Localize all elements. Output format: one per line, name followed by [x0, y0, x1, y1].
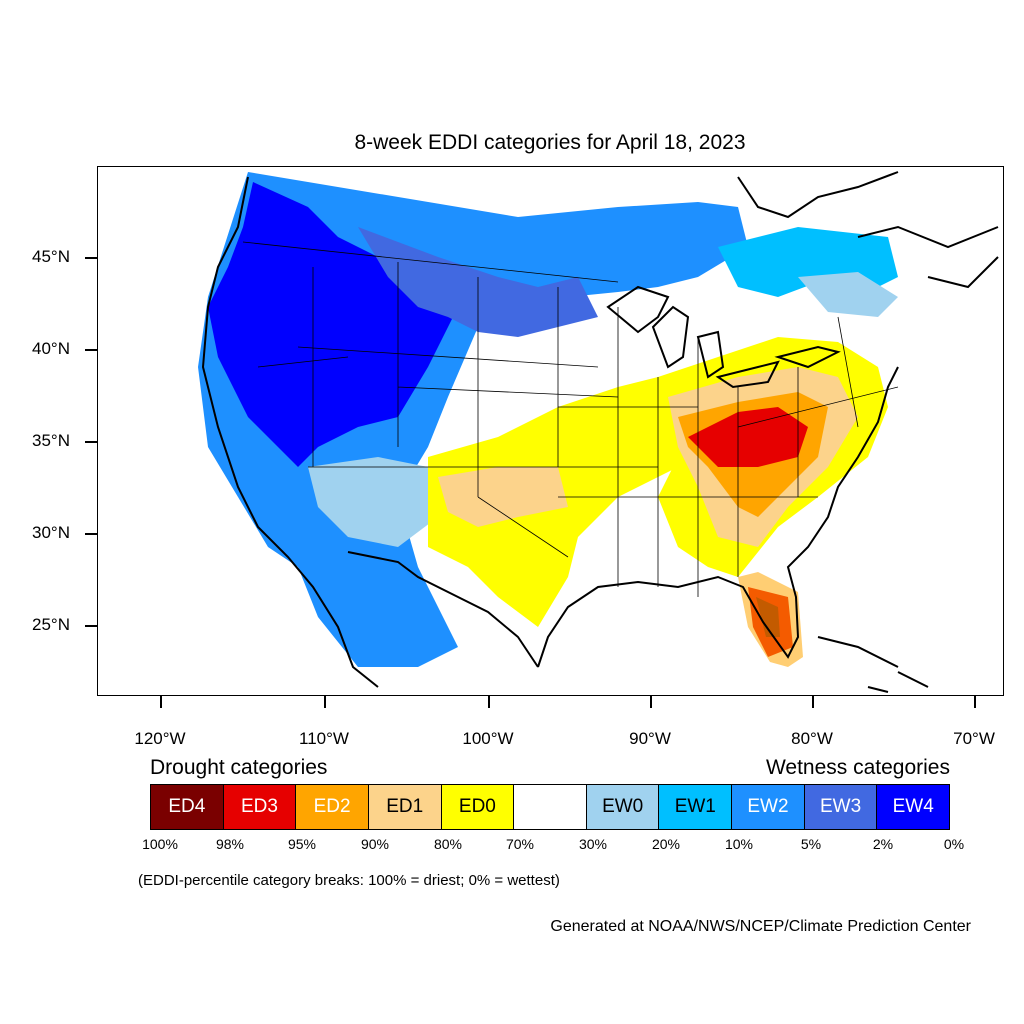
pct-label: 2%	[872, 836, 894, 852]
legend-cell-ew4: EW4	[877, 785, 950, 829]
lon-tick	[650, 696, 652, 708]
lon-tick	[812, 696, 814, 708]
lon-label-120: 120°W	[134, 729, 186, 748]
coastline	[201, 176, 899, 688]
pct-label: 90%	[360, 836, 390, 852]
pct-label: 20%	[651, 836, 681, 852]
legend-cell-ed3: ED3	[223, 785, 297, 829]
legend-cell-ew1: EW1	[659, 785, 733, 829]
lon-label-100: 100°W	[462, 729, 514, 748]
caribbean-islands	[817, 636, 929, 693]
lat-label-30: 30°N	[32, 523, 70, 542]
pct-label: 70%	[505, 836, 535, 852]
pct-label: 10%	[724, 836, 754, 852]
canada-coast	[737, 171, 999, 289]
lon-label-80: 80°W	[791, 729, 833, 748]
region-ed1-texas	[438, 467, 568, 527]
legend-cell-ed2: ED2	[296, 785, 369, 829]
region-ew4-west	[208, 182, 458, 467]
lat-label-45: 45°N	[32, 247, 70, 266]
region-ew0-southwest	[308, 457, 438, 547]
lon-label-110: 110°W	[299, 729, 349, 748]
lon-label-70: 70°W	[953, 729, 995, 748]
region-ed2-florida-rim	[738, 572, 803, 667]
credit-text: Generated at NOAA/NWS/NCEP/Climate Predi…	[550, 918, 971, 935]
category-note: (EDDI-percentile category breaks: 100% =…	[138, 872, 560, 889]
lat-tick	[85, 441, 97, 443]
lat-tick	[85, 625, 97, 627]
legend-cell-neutral	[514, 785, 587, 829]
pct-label: 98%	[215, 836, 245, 852]
lat-tick	[85, 257, 97, 259]
state-boundaries	[242, 241, 899, 597]
lon-tick	[160, 696, 162, 708]
pct-label: 80%	[433, 836, 463, 852]
lat-label-40: 40°N	[32, 339, 70, 358]
map-panel	[97, 166, 1004, 696]
pct-label: 5%	[800, 836, 822, 852]
lat-label-35: 35°N	[32, 431, 70, 450]
region-ew0-northeast	[798, 272, 898, 317]
legend-cell-ew2: EW2	[732, 785, 805, 829]
legend-cell-ew3: EW3	[804, 785, 878, 829]
map-title: 8-week EDDI categories for April 18, 202…	[354, 131, 746, 154]
lat-tick	[85, 349, 97, 351]
lon-tick	[324, 696, 326, 708]
lat-tick	[85, 533, 97, 535]
legend-cell-ed1: ED1	[368, 785, 442, 829]
eddi-map	[198, 171, 999, 693]
great-lakes	[606, 285, 841, 389]
pct-label: 100%	[142, 836, 178, 852]
legend-cell-ew0: EW0	[586, 785, 660, 829]
lon-tick	[974, 696, 976, 708]
legend-cell-ed0: ED0	[441, 785, 515, 829]
legend-color-bar: ED4 ED3 ED2 ED1 ED0 EW0 EW1 EW2 EW3 EW4	[150, 784, 950, 830]
lon-tick	[488, 696, 490, 708]
region-ed0-plains	[428, 377, 718, 627]
lon-label-90: 90°W	[629, 729, 671, 748]
region-ed3-appalachia	[688, 407, 808, 467]
pct-label: 30%	[578, 836, 608, 852]
pct-label: 0%	[943, 836, 965, 852]
wetness-heading: Wetness categories	[765, 756, 950, 779]
legend-cell-ed4: ED4	[151, 785, 224, 829]
drought-heading: Drought categories	[150, 756, 328, 779]
lat-label-25: 25°N	[32, 615, 70, 634]
pct-label: 95%	[287, 836, 317, 852]
